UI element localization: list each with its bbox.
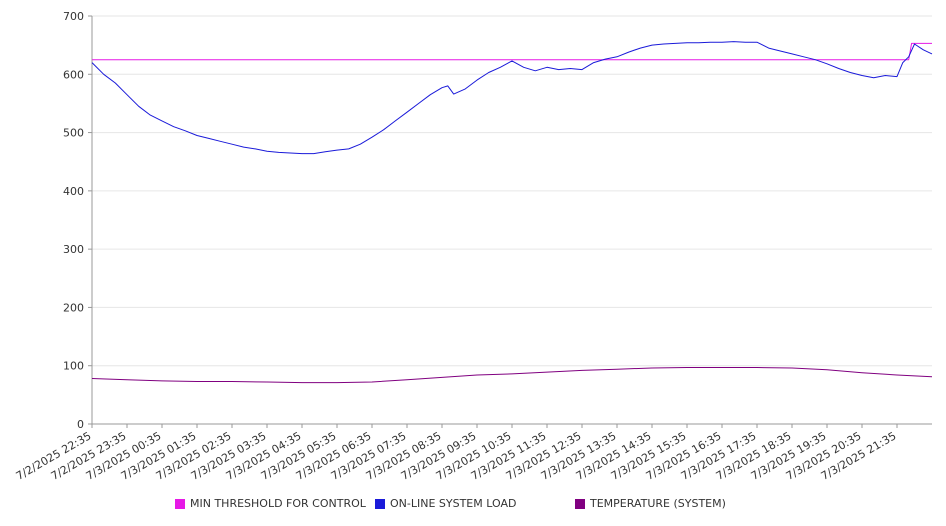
y-tick-label: 0	[77, 418, 84, 431]
series-line-2	[91, 41, 933, 155]
legend-item: TEMPERATURE (SYSTEM)	[575, 497, 726, 510]
legend-swatch	[575, 498, 585, 509]
legend-swatch	[375, 498, 385, 509]
series-line-3	[91, 367, 933, 384]
axes-layer	[88, 15, 932, 428]
y-tick-label: 400	[63, 185, 84, 198]
legend-label: TEMPERATURE (SYSTEM)	[590, 497, 726, 510]
x-tick-labels: 7/2/2025 22:357/2/2025 23:357/3/2025 00:…	[14, 429, 899, 483]
grid-layer	[92, 15, 932, 367]
legend-label: MIN THRESHOLD FOR CONTROL	[190, 497, 366, 510]
legend-label: ON-LINE SYSTEM LOAD	[390, 497, 517, 510]
legend-item: MIN THRESHOLD FOR CONTROL	[175, 497, 366, 510]
legend-swatch	[175, 498, 185, 509]
y-tick-label: 600	[63, 68, 84, 81]
legend-item: ON-LINE SYSTEM LOAD	[375, 497, 516, 510]
y-tick-label: 200	[63, 301, 84, 314]
series-layer	[91, 41, 933, 384]
legend: MIN THRESHOLD FOR CONTROL ON-LINE SYSTEM …	[0, 497, 946, 515]
y-tick-labels: 0 100 200 300 400 500 600 700	[63, 10, 84, 431]
y-tick-label: 300	[63, 243, 84, 256]
y-tick-label: 700	[63, 10, 84, 23]
series-line-1	[92, 42, 932, 61]
y-tick-label: 500	[63, 127, 84, 140]
y-tick-label: 100	[63, 360, 84, 373]
